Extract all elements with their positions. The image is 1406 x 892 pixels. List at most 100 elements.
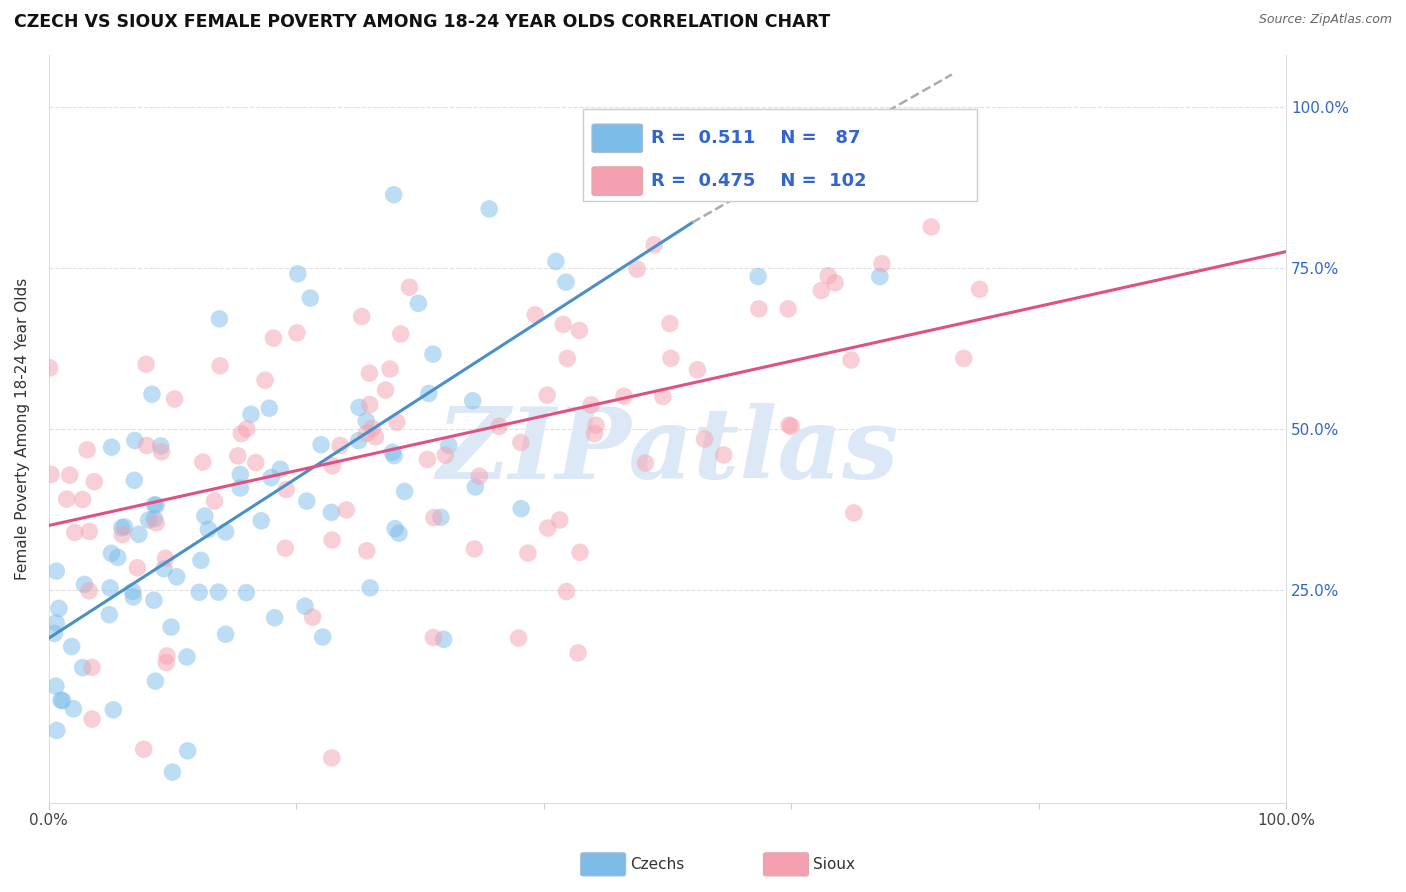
Point [55, 492, 77, 507]
Point [378, 362, 401, 376]
Point [294, 599, 316, 614]
Point [287, 267, 309, 281]
Point [524, 308, 547, 322]
Point [160, 620, 183, 634]
Point [295, 494, 318, 508]
Point [240, 407, 263, 421]
Point [250, 514, 273, 528]
Point [422, 347, 444, 361]
Point [207, 585, 229, 599]
Text: Sioux: Sioux [813, 857, 855, 871]
Point [107, 550, 129, 565]
Point [356, 414, 378, 428]
Text: Source: ZipAtlas.com: Source: ZipAtlas.com [1258, 13, 1392, 27]
Point [364, 430, 387, 444]
Point [839, 353, 862, 368]
Point [153, 562, 176, 576]
Point [626, 262, 648, 277]
Point [659, 351, 682, 366]
Point [204, 494, 226, 508]
Point [418, 386, 440, 401]
Point [77, 583, 100, 598]
Point [111, 527, 134, 541]
Point [382, 449, 405, 463]
Point [651, 390, 673, 404]
Point [48, 601, 70, 615]
Point [163, 392, 186, 406]
Point [321, 505, 343, 519]
Point [810, 284, 832, 298]
Text: CZECH VS SIOUX FEMALE POVERTY AMONG 18-24 YEAR OLDS CORRELATION CHART: CZECH VS SIOUX FEMALE POVERTY AMONG 18-2… [14, 13, 831, 31]
Point [299, 291, 322, 305]
Point [374, 383, 396, 397]
Point [143, 512, 166, 526]
Point [408, 296, 430, 310]
Point [197, 522, 219, 536]
Point [356, 543, 378, 558]
Point [80, 660, 103, 674]
Point [824, 276, 846, 290]
Point [122, 590, 145, 604]
Point [713, 448, 735, 462]
Point [384, 522, 406, 536]
Point [76, 442, 98, 457]
Point [416, 452, 439, 467]
Point [312, 630, 335, 644]
Point [382, 187, 405, 202]
Point [194, 509, 217, 524]
Point [132, 742, 155, 756]
Point [190, 553, 212, 567]
Point [747, 269, 769, 284]
Point [321, 751, 343, 765]
Point [103, 703, 125, 717]
Point [100, 546, 122, 560]
Point [422, 631, 444, 645]
Point [309, 438, 332, 452]
Point [553, 318, 575, 332]
Point [516, 546, 538, 560]
Point [952, 351, 974, 366]
Point [301, 610, 323, 624]
Point [236, 422, 259, 436]
Point [686, 363, 709, 377]
Text: Czechs: Czechs [630, 857, 685, 871]
Point [124, 473, 146, 487]
Point [83, 475, 105, 489]
Point [488, 419, 510, 434]
Point [162, 764, 184, 779]
Point [145, 516, 167, 530]
Point [208, 312, 231, 326]
Point [191, 455, 214, 469]
Point [643, 237, 665, 252]
Point [464, 480, 486, 494]
Point [209, 359, 232, 373]
Point [693, 432, 716, 446]
Point [778, 418, 800, 433]
Point [389, 326, 412, 341]
Point [38, 360, 60, 375]
Point [385, 415, 408, 429]
Point [262, 331, 284, 345]
Point [285, 326, 308, 340]
Point [778, 301, 800, 316]
Point [177, 744, 200, 758]
Point [423, 510, 446, 524]
Point [145, 498, 167, 512]
Point [869, 269, 891, 284]
Point [98, 607, 121, 622]
Point [45, 615, 67, 630]
Point [231, 426, 253, 441]
Point [63, 525, 86, 540]
Point [437, 438, 460, 452]
Point [257, 401, 280, 416]
Point [49, 693, 72, 707]
Point [188, 585, 211, 599]
Point [79, 524, 101, 539]
Point [548, 513, 571, 527]
Point [555, 584, 578, 599]
Point [100, 440, 122, 454]
Point [613, 389, 636, 403]
Point [842, 506, 865, 520]
Point [60, 640, 83, 654]
Point [121, 584, 143, 599]
